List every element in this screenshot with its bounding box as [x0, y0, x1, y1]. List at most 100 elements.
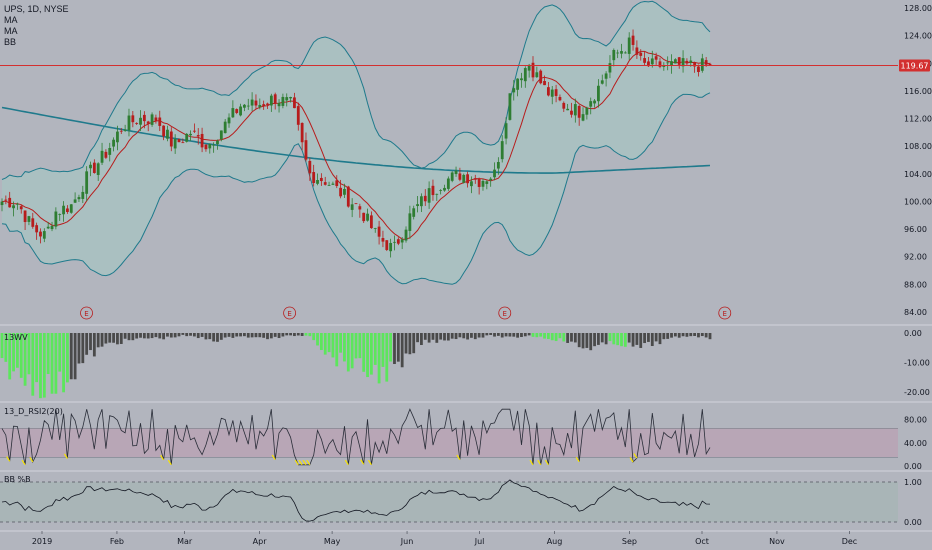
volume-bar	[177, 333, 181, 337]
volume-bar	[627, 333, 631, 343]
volume-bar	[466, 333, 469, 340]
volume-bar	[597, 333, 600, 345]
volume-bar	[585, 333, 589, 348]
candle-body	[493, 169, 496, 178]
candle-body	[531, 62, 535, 78]
candle-body	[512, 88, 516, 93]
volume-bar	[458, 333, 462, 338]
volume-bar	[216, 333, 219, 342]
candle-body	[554, 89, 558, 96]
volume-bar	[393, 333, 396, 365]
symbol-legend[interactable]: UPS, 1D, NYSE MA MA BB	[4, 4, 69, 48]
candle-body	[4, 199, 8, 201]
candle-body	[650, 58, 654, 65]
candle-body	[658, 61, 662, 67]
price-tick-label: 88.00	[904, 280, 927, 289]
earnings-circle	[718, 306, 732, 320]
candle-body	[358, 206, 362, 210]
symbol-line[interactable]: UPS, 1D, NYSE	[4, 4, 69, 14]
volume-bar	[362, 333, 366, 372]
candle-body	[654, 56, 658, 60]
volume-bar	[612, 333, 616, 345]
volume-bar	[316, 333, 319, 346]
candle-body	[458, 173, 462, 180]
indicator-ma-1[interactable]: MA	[4, 15, 18, 25]
volume-bar	[477, 333, 481, 338]
volume-bar	[654, 333, 658, 342]
price-axis[interactable]: 128.00124.00120.00116.00112.00108.00104.…	[904, 4, 932, 317]
bbp-tick-label: 1.00	[904, 478, 922, 487]
volume-bar	[639, 333, 643, 348]
volume-bar	[162, 333, 166, 340]
time-axis[interactable]: 2019 Feb Mar Apr May Jun Jul Aug Sep Oct Nov Dec	[32, 531, 857, 546]
price-tick-label: 100.00	[904, 197, 932, 206]
bbp-line	[1, 479, 711, 522]
volume-bar	[239, 333, 242, 337]
volume-bar	[8, 333, 12, 380]
candle-body	[520, 78, 523, 81]
candle-body	[189, 133, 192, 136]
wave-volume-title: 13WV	[4, 333, 28, 342]
indicator-ma-2[interactable]: MA	[4, 26, 18, 36]
volume-bar	[243, 333, 246, 337]
volume-bar	[108, 333, 112, 343]
candle-body	[185, 133, 189, 142]
candle-body	[435, 193, 439, 195]
volume-bar	[50, 333, 54, 394]
wave-volume-pane[interactable]	[0, 333, 712, 399]
candle-body	[627, 37, 631, 54]
earnings-circle	[80, 306, 93, 320]
volume-bar	[554, 333, 558, 342]
candle-body	[362, 212, 366, 222]
volume-bar	[416, 333, 419, 343]
candle-body	[443, 187, 446, 191]
volume-bar	[66, 333, 69, 383]
volume-bar	[150, 333, 154, 339]
rsi-oversold-highlight	[6, 453, 638, 466]
volume-bar	[631, 333, 635, 347]
volume-bar	[200, 333, 204, 337]
volume-bar	[489, 333, 493, 335]
candle-body	[181, 142, 185, 144]
volume-bar	[304, 333, 308, 336]
bbp-axis[interactable]: 1.00 0.00	[904, 478, 922, 527]
candle-body	[46, 226, 50, 229]
candle-body	[81, 191, 85, 199]
volume-bar	[208, 333, 212, 340]
rsi-line	[1, 408, 711, 466]
rsi-pane[interactable]	[0, 408, 898, 466]
candle-body	[266, 103, 269, 105]
candle-body	[369, 215, 373, 229]
candle-body	[685, 60, 689, 64]
candle-body	[308, 160, 312, 174]
volume-bar	[608, 333, 612, 342]
volume-bar	[35, 333, 39, 383]
candle-body	[169, 131, 173, 147]
candle-body	[673, 59, 677, 64]
volume-bar	[181, 333, 185, 335]
volume-bar	[647, 333, 650, 342]
volume-bar	[689, 333, 693, 337]
bbp-pane[interactable]	[0, 479, 898, 523]
candle-body	[250, 99, 254, 106]
volume-bar	[520, 333, 523, 338]
volume-bar	[539, 333, 543, 337]
volume-bar	[523, 333, 527, 337]
volume-bar	[531, 333, 535, 337]
candle-body	[300, 122, 304, 143]
volume-tick-label: -20.00	[904, 388, 930, 397]
volume-bar	[546, 333, 550, 340]
volume-axis[interactable]: 0.00 -10.00 -20.00	[904, 329, 930, 397]
price-tick-label: 116.00	[904, 87, 932, 96]
volume-bar	[142, 333, 146, 339]
candle-body	[473, 178, 477, 180]
candle-body	[527, 64, 531, 71]
candle-body	[62, 205, 65, 215]
rsi-axis[interactable]: 80.00 40.00 0.00	[904, 416, 927, 471]
volume-bar	[281, 333, 285, 337]
last-price-tag	[899, 59, 930, 72]
candle-body	[466, 174, 469, 184]
indicator-bb[interactable]: BB	[4, 37, 17, 47]
